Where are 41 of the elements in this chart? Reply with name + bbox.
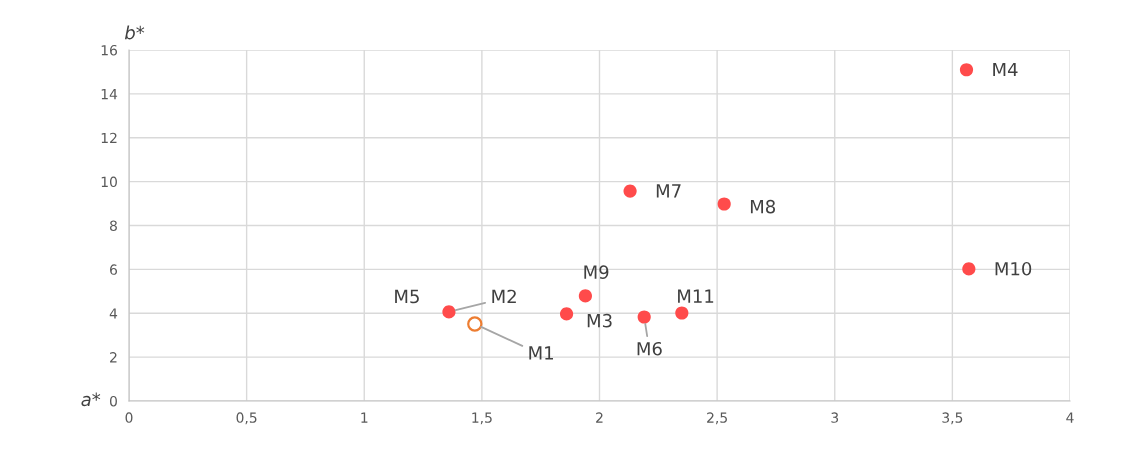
y-axis-title: b* — [124, 25, 145, 40]
y-tick-label: 6 — [110, 264, 118, 275]
point — [623, 184, 637, 198]
x-tick-label: 4 — [1066, 412, 1074, 423]
point — [442, 305, 456, 319]
x-tick-label: 0,5 — [236, 412, 257, 425]
annotation: M10 — [995, 261, 1032, 276]
y-tick-label: 16 — [101, 44, 118, 56]
point — [637, 310, 651, 324]
point — [962, 262, 976, 276]
annotation: M9 — [584, 265, 609, 279]
y-tick-label: 4 — [109, 308, 118, 319]
point — [959, 63, 974, 77]
annotation: M4 — [993, 62, 1018, 77]
y-tick-label: 10 — [101, 176, 117, 188]
point — [559, 307, 574, 321]
annotation: M2 — [492, 289, 516, 304]
x-tick-label: 0 — [125, 412, 133, 423]
annotation: M6 — [637, 341, 662, 356]
y-tick-label: 8 — [109, 220, 117, 231]
y-tick-label: 12 — [101, 132, 117, 144]
annotation: M11 — [678, 289, 714, 303]
x-axis-title: a* — [81, 392, 101, 407]
x-tick-label: 2,5 — [707, 412, 727, 425]
y-tick-label: 2 — [110, 352, 117, 363]
x-tick-label: 1 — [361, 412, 368, 423]
x-tick-label: 3,5 — [942, 412, 963, 425]
x-tick-label: 3 — [831, 412, 839, 423]
point — [578, 289, 592, 303]
y-tick-label: 0 — [109, 395, 117, 407]
x-tick-label: 2 — [596, 412, 603, 423]
point — [717, 197, 731, 211]
annotation: M1 — [529, 346, 553, 360]
annotation: M5 — [395, 289, 419, 304]
annotation: M8 — [750, 199, 776, 214]
point — [467, 316, 483, 332]
x-tick-label: 1,5 — [472, 412, 492, 425]
point — [675, 306, 689, 320]
annotation: M7 — [656, 184, 681, 198]
annotation: M3 — [587, 313, 612, 328]
y-tick-label: 14 — [101, 89, 118, 100]
